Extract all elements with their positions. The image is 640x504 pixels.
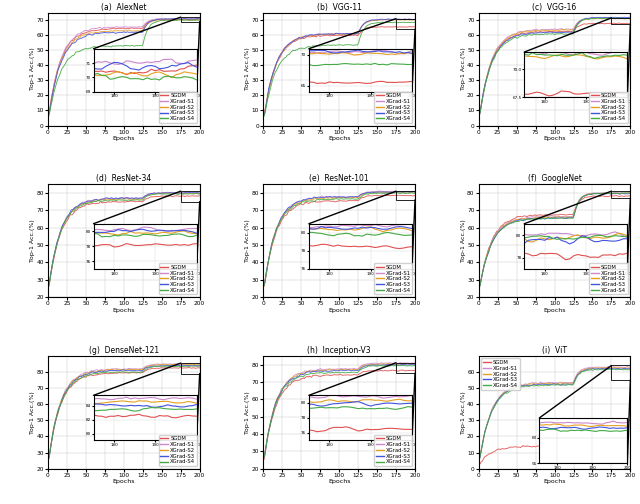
Legend: SGDM, XGrad-S1, XGrad-S2, XGrad-S3, XGrad-S4: SGDM, XGrad-S1, XGrad-S2, XGrad-S3, XGra…	[374, 263, 412, 294]
Y-axis label: Top-1 Acc.(%): Top-1 Acc.(%)	[461, 391, 466, 433]
Title: (a)  AlexNet: (a) AlexNet	[101, 3, 147, 12]
Title: (d)  ResNet-34: (d) ResNet-34	[96, 174, 152, 183]
Title: (e)  ResNet-101: (e) ResNet-101	[309, 174, 369, 183]
Y-axis label: Top-1 Acc.(%): Top-1 Acc.(%)	[461, 219, 466, 262]
X-axis label: Epochs: Epochs	[113, 136, 135, 141]
Y-axis label: Top-1 Acc.(%): Top-1 Acc.(%)	[245, 48, 250, 90]
Bar	[396, 19, 415, 29]
X-axis label: Epochs: Epochs	[543, 307, 566, 312]
Legend: SGDM, XGrad-S1, XGrad-S2, XGrad-S3, XGrad-S4: SGDM, XGrad-S1, XGrad-S2, XGrad-S3, XGra…	[589, 92, 628, 123]
X-axis label: Epochs: Epochs	[113, 479, 135, 484]
Legend: SGDM, XGrad-S1, XGrad-S2, XGrad-S3, XGrad-S4: SGDM, XGrad-S1, XGrad-S2, XGrad-S3, XGra…	[159, 92, 197, 123]
Bar	[611, 18, 630, 24]
Title: (c)  VGG-16: (c) VGG-16	[532, 3, 577, 12]
X-axis label: Epochs: Epochs	[328, 307, 351, 312]
Legend: SGDM, XGrad-S1, XGrad-S2, XGrad-S3, XGrad-S4: SGDM, XGrad-S1, XGrad-S2, XGrad-S3, XGra…	[481, 358, 520, 390]
Title: (b)  VGG-11: (b) VGG-11	[317, 3, 362, 12]
Legend: SGDM, XGrad-S1, XGrad-S2, XGrad-S3, XGrad-S4: SGDM, XGrad-S1, XGrad-S2, XGrad-S3, XGra…	[159, 435, 197, 466]
Bar	[396, 191, 415, 200]
Legend: SGDM, XGrad-S1, XGrad-S2, XGrad-S3, XGrad-S4: SGDM, XGrad-S1, XGrad-S2, XGrad-S3, XGra…	[374, 435, 412, 466]
Bar	[180, 17, 200, 22]
Y-axis label: Top-1 Acc.(%): Top-1 Acc.(%)	[30, 48, 35, 90]
Y-axis label: Top-1 Acc.(%): Top-1 Acc.(%)	[30, 391, 35, 433]
X-axis label: Epochs: Epochs	[543, 136, 566, 141]
Y-axis label: Top-1 Acc.(%): Top-1 Acc.(%)	[461, 48, 466, 90]
X-axis label: Epochs: Epochs	[543, 479, 566, 484]
Bar	[611, 191, 630, 198]
Title: (g)  DenseNet-121: (g) DenseNet-121	[89, 346, 159, 355]
Title: (h)  Inception-V3: (h) Inception-V3	[307, 346, 371, 355]
X-axis label: Epochs: Epochs	[328, 479, 351, 484]
Y-axis label: Top-1 Acc.(%): Top-1 Acc.(%)	[30, 219, 35, 262]
Bar	[611, 365, 630, 380]
X-axis label: Epochs: Epochs	[113, 307, 135, 312]
Legend: SGDM, XGrad-S1, XGrad-S2, XGrad-S3, XGrad-S4: SGDM, XGrad-S1, XGrad-S2, XGrad-S3, XGra…	[159, 263, 197, 294]
Y-axis label: Top-1 Acc.(%): Top-1 Acc.(%)	[245, 219, 250, 262]
Title: (i)  ViT: (i) ViT	[542, 346, 567, 355]
Legend: SGDM, XGrad-S1, XGrad-S2, XGrad-S3, XGrad-S4: SGDM, XGrad-S1, XGrad-S2, XGrad-S3, XGra…	[589, 263, 628, 294]
Y-axis label: Top-1 Acc.(%): Top-1 Acc.(%)	[245, 391, 250, 433]
Bar	[180, 191, 200, 202]
Title: (f)  GoogleNet: (f) GoogleNet	[527, 174, 582, 183]
Legend: SGDM, XGrad-S1, XGrad-S2, XGrad-S3, XGrad-S4: SGDM, XGrad-S1, XGrad-S2, XGrad-S3, XGra…	[374, 92, 412, 123]
Bar	[396, 363, 415, 373]
X-axis label: Epochs: Epochs	[328, 136, 351, 141]
Bar	[180, 363, 200, 373]
